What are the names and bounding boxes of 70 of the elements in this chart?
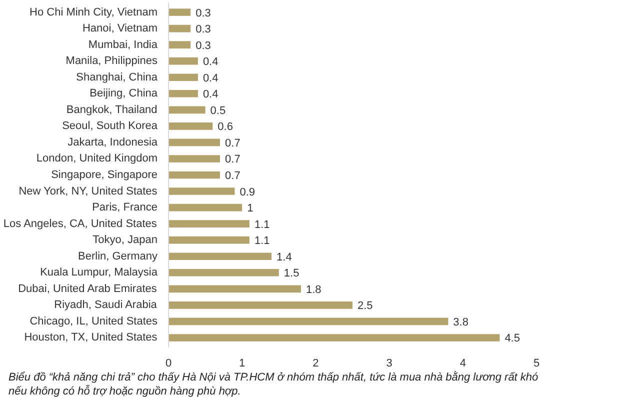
y-tick-label: Singapore, Singapore <box>51 169 158 181</box>
bar <box>168 155 220 162</box>
data-label: 4.5 <box>504 332 520 345</box>
bar <box>168 220 250 228</box>
y-tick-label: Manila, Philippines <box>66 55 158 68</box>
data-label: 1.1 <box>254 235 270 248</box>
y-tick-label: Riyadh, Saudi Arabia <box>54 299 158 312</box>
bar <box>168 268 279 276</box>
text: Biểu đồ “khả năng chi trả” cho thấy Hà Nội và TP.HCM ở nhóm thấp nhất, tức là mua nhà bằng lương rất khó nếu không có hỗ trợ hoặc nguồn hàng phù hợp. <box>8 370 538 397</box>
data-label: 0.3 <box>196 7 211 20</box>
y-tick-label: Shanghai, China <box>76 71 158 84</box>
bar <box>168 57 198 65</box>
bar <box>168 74 198 82</box>
data-label: 0.5 <box>210 104 226 117</box>
data-label: 1.4 <box>276 251 292 264</box>
data-label: 1.8 <box>306 284 322 296</box>
bar <box>168 334 500 342</box>
data-label: 0.7 <box>225 154 240 166</box>
data-label: 1.1 <box>254 218 270 231</box>
bar <box>168 204 242 212</box>
data-label: 0.4 <box>202 72 218 84</box>
data-label: 0.3 <box>196 40 211 52</box>
data-label: 0.6 <box>218 121 233 134</box>
y-tick-label: Paris, France <box>92 202 158 214</box>
x-tick-label: 5 <box>533 358 540 370</box>
data-label: 0.3 <box>196 24 211 36</box>
x-tick-label: 3 <box>386 358 392 370</box>
bar <box>168 285 301 293</box>
bar <box>168 252 272 260</box>
data-label: 0.4 <box>202 88 218 101</box>
bar <box>168 24 191 32</box>
bar <box>168 318 448 326</box>
x-tick-label: 0 <box>165 358 172 370</box>
bar <box>168 171 220 179</box>
y-tick-label: Seoul, South Korea <box>62 120 158 132</box>
data-label: 3.8 <box>453 316 468 328</box>
bar <box>168 122 213 130</box>
y-tick-label: London, United Kingdom <box>36 152 158 165</box>
y-tick-label: Chicago, IL, United States <box>30 315 158 328</box>
y-tick-label: Hanoi, Vietnam <box>82 22 158 35</box>
y-tick-label: New York, NY, United States <box>18 185 158 198</box>
y-tick-label: Bangkok, Thailand <box>66 104 158 116</box>
y-tick-label: Houston, TX, United States <box>24 332 158 344</box>
y-tick-label: Jakarta, Indonesia <box>68 136 158 148</box>
data-label: 2.5 <box>358 300 373 312</box>
x-tick-label: 4 <box>460 358 466 370</box>
bar <box>168 90 198 98</box>
x-tick-label: 2 <box>312 358 319 370</box>
bar <box>168 302 352 309</box>
bar <box>168 106 206 114</box>
y-tick-label: Los Angeles, CA, United States <box>3 218 158 230</box>
bar <box>168 8 191 16</box>
x-tick-label: 1 <box>239 358 246 370</box>
data-label: 1 <box>247 202 254 215</box>
y-tick-label: Tokyo, Japan <box>92 234 158 246</box>
y-tick-label: Berlin, Germany <box>78 250 158 262</box>
y-tick-label: Kuala Lumpur, Malaysia <box>40 266 158 279</box>
y-tick-label: Dubai, United Arab Emirates <box>18 282 158 295</box>
bar <box>168 188 235 195</box>
bar <box>168 41 191 48</box>
y-tick-label: Mumbai, India <box>88 38 158 51</box>
y-tick-label: Beijing, China <box>90 88 158 100</box>
bar <box>168 236 250 244</box>
y-tick-label: Ho Chi Minh City, Vietnam <box>30 6 158 18</box>
data-label: 0.4 <box>202 56 218 68</box>
bar <box>168 138 220 146</box>
data-label: 1.5 <box>284 268 300 280</box>
data-label: 0.7 <box>225 137 240 150</box>
data-label: 0.7 <box>225 170 240 182</box>
data-label: 0.9 <box>240 186 256 198</box>
